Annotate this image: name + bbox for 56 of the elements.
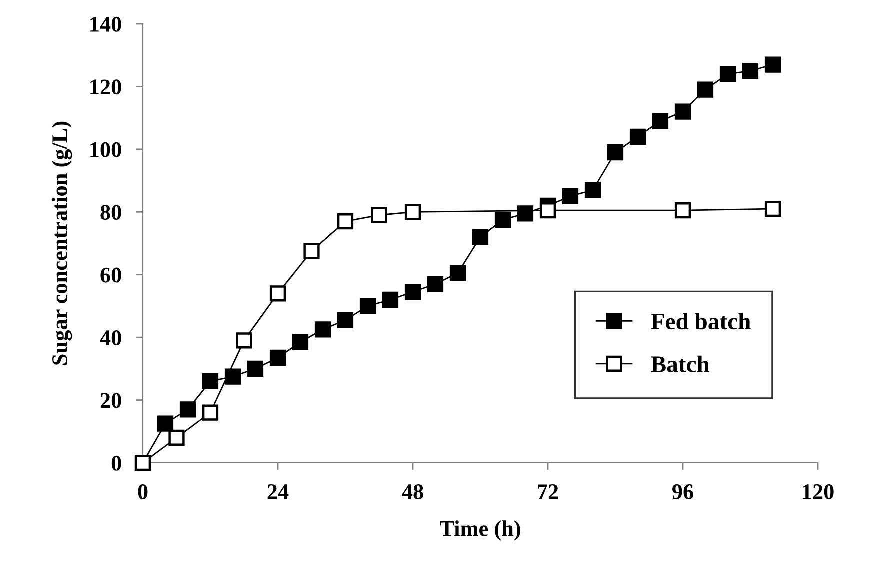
point xyxy=(371,207,388,224)
point xyxy=(180,402,196,418)
point xyxy=(292,334,309,350)
point xyxy=(742,62,759,80)
point xyxy=(427,276,444,292)
point xyxy=(337,312,354,328)
point xyxy=(720,66,736,82)
point xyxy=(168,430,185,446)
point xyxy=(360,298,376,314)
y-tick-label: 20 xyxy=(100,393,122,408)
y-tick-label: 40 xyxy=(100,330,122,346)
point xyxy=(404,204,422,220)
y-tick-label: 0 xyxy=(112,456,122,471)
x-tick-label: 0 xyxy=(138,484,148,500)
point xyxy=(674,104,692,120)
legend-label: Batch xyxy=(651,356,710,372)
point xyxy=(517,206,534,222)
x-tick-label: 72 xyxy=(538,484,558,500)
point xyxy=(314,322,332,338)
point xyxy=(450,265,466,282)
point xyxy=(540,202,556,219)
x-tick-label: 48 xyxy=(402,484,424,500)
point xyxy=(764,56,782,73)
y-tick-label: 80 xyxy=(100,205,122,220)
point xyxy=(652,113,669,130)
point xyxy=(697,82,714,98)
point xyxy=(404,284,422,300)
y-tick-label: 100 xyxy=(90,142,122,158)
y-axis-title: Sugar concentration (g/L) xyxy=(52,122,72,365)
point xyxy=(202,373,219,390)
y-tick-label: 140 xyxy=(90,16,122,32)
point xyxy=(674,202,692,219)
legend-label: Fed batch xyxy=(651,313,751,330)
x-tick-label: 120 xyxy=(803,484,834,500)
point xyxy=(304,243,320,260)
point xyxy=(270,286,286,302)
point xyxy=(382,292,399,308)
point xyxy=(270,350,286,366)
x-axis-title: Time (h) xyxy=(440,520,520,541)
y-tick-label: 120 xyxy=(90,80,122,95)
point xyxy=(224,368,242,385)
point xyxy=(247,360,264,377)
point xyxy=(202,404,219,421)
point xyxy=(337,213,354,230)
point xyxy=(494,212,512,228)
point xyxy=(472,229,489,246)
x-tick-label: 96 xyxy=(672,484,694,500)
point xyxy=(236,332,252,349)
point xyxy=(607,144,624,161)
point xyxy=(630,128,646,145)
point xyxy=(157,416,174,432)
x-tick-label: 24 xyxy=(268,484,289,500)
point xyxy=(562,188,579,205)
y-tick-label: 60 xyxy=(100,268,122,283)
point xyxy=(764,200,782,218)
point xyxy=(584,182,602,198)
